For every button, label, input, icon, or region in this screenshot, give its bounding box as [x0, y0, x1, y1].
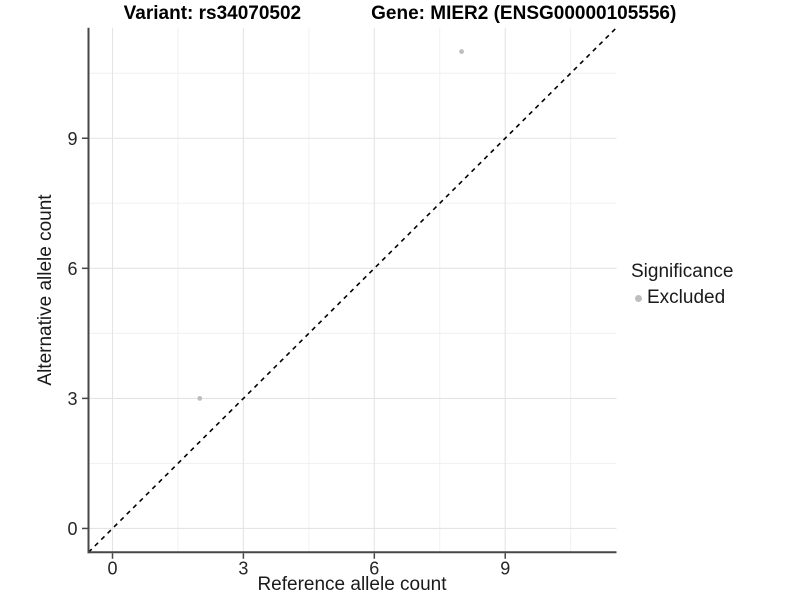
identity-dashed-line	[87, 27, 618, 553]
x-tick-label: 0	[107, 558, 117, 578]
legend-item: Excluded	[629, 287, 733, 309]
legend-key-dot-icon	[635, 295, 642, 302]
y-tick-label: 9	[67, 129, 77, 149]
data-point	[459, 49, 464, 54]
x-tick-label: 6	[369, 558, 379, 578]
plot-title-variant: Variant: rs34070502	[123, 3, 302, 24]
x-axis-title: Reference allele count	[257, 574, 447, 595]
x-tick-label: 9	[500, 558, 510, 578]
y-tick-label: 6	[67, 259, 77, 279]
y-tick-label: 0	[67, 519, 77, 539]
legend-title: Significance	[631, 261, 734, 282]
plot-title: Variant: rs34070502 Gene: MIER2 (ENSG000…	[0, 3, 800, 25]
legend-item-label: Excluded	[647, 287, 726, 308]
x-tick-label: 3	[238, 558, 248, 578]
y-tick-label: 3	[67, 389, 77, 409]
data-point	[197, 395, 203, 401]
y-axis-title: Alternative allele count	[35, 194, 56, 386]
plot-title-gene: Gene: MIER2 (ENSG00000105556)	[371, 3, 677, 24]
legend: Significance Excluded	[629, 261, 733, 309]
